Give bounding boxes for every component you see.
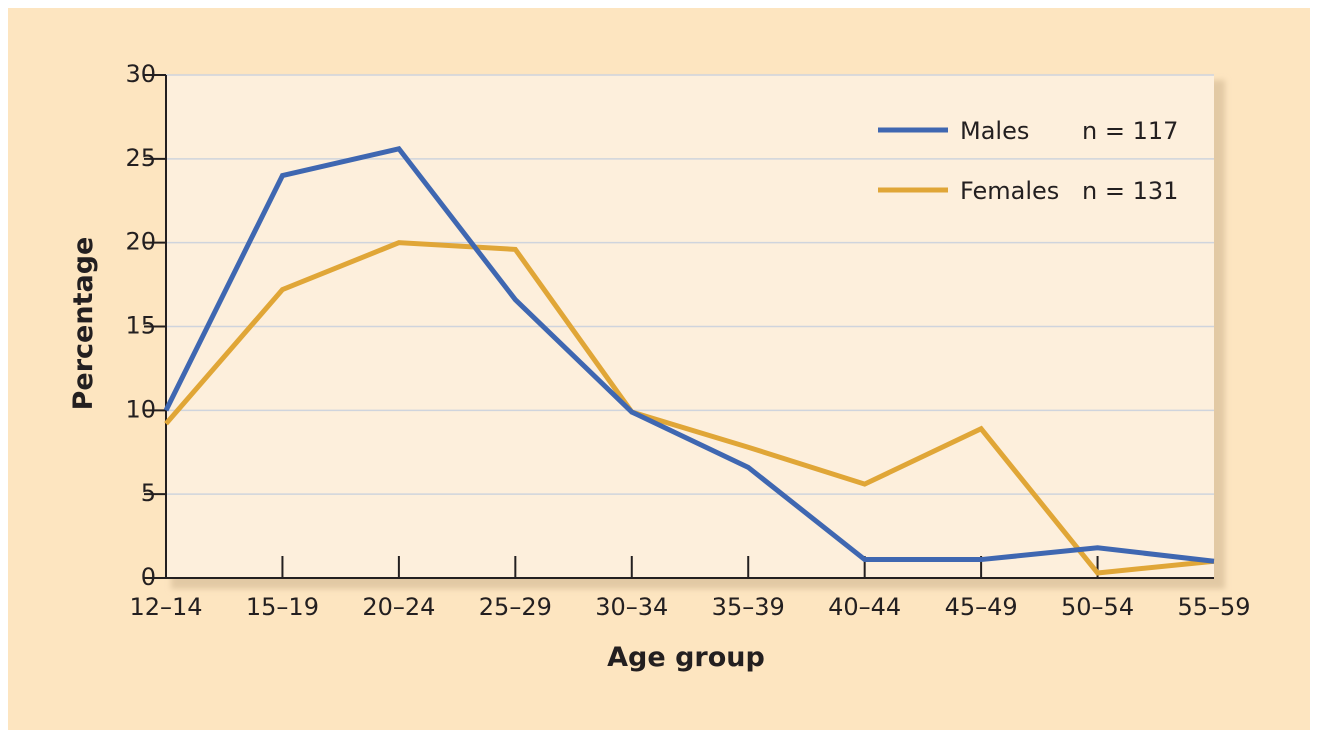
y-tick-label: 15 bbox=[125, 312, 156, 340]
x-tick-label: 30–34 bbox=[595, 593, 668, 621]
legend-label-females: Females bbox=[960, 177, 1059, 205]
y-tick-label: 25 bbox=[125, 144, 156, 172]
x-tick-label: 15–19 bbox=[246, 593, 319, 621]
y-axis-title: Percentage bbox=[68, 237, 99, 411]
y-tick-label: 0 bbox=[141, 563, 156, 591]
x-tick-label: 35–39 bbox=[712, 593, 785, 621]
x-tick-label: 45–49 bbox=[945, 593, 1018, 621]
legend-n-males: n = 117 bbox=[1082, 117, 1178, 145]
series-line-females bbox=[164, 240, 1215, 576]
y-tick-label: 30 bbox=[125, 60, 156, 88]
x-tick-label: 25–29 bbox=[479, 593, 552, 621]
x-tick-label: 50–54 bbox=[1061, 593, 1134, 621]
x-tick-label: 20–24 bbox=[362, 593, 435, 621]
x-tick-label: 55–59 bbox=[1177, 593, 1250, 621]
x-tick-label: 40–44 bbox=[828, 593, 901, 621]
legend-n-females: n = 131 bbox=[1082, 177, 1178, 205]
legend-label-males: Males bbox=[960, 117, 1029, 145]
y-tick-label: 20 bbox=[125, 228, 156, 256]
y-tick-label: 5 bbox=[141, 479, 156, 507]
line-chart: 0 5 10 15 20 25 30 12–14 15–19 20–24 25–29 30–34 35–… bbox=[68, 60, 1251, 673]
series-line-males bbox=[163, 145, 1215, 564]
x-tick-label: 12–14 bbox=[129, 593, 202, 621]
x-axis-title: Age group bbox=[607, 642, 765, 673]
y-tick-label: 10 bbox=[125, 395, 156, 423]
chart-figure: 0 5 10 15 20 25 30 12–14 15–19 20–24 25–29 30–34 35–… bbox=[8, 8, 1310, 730]
